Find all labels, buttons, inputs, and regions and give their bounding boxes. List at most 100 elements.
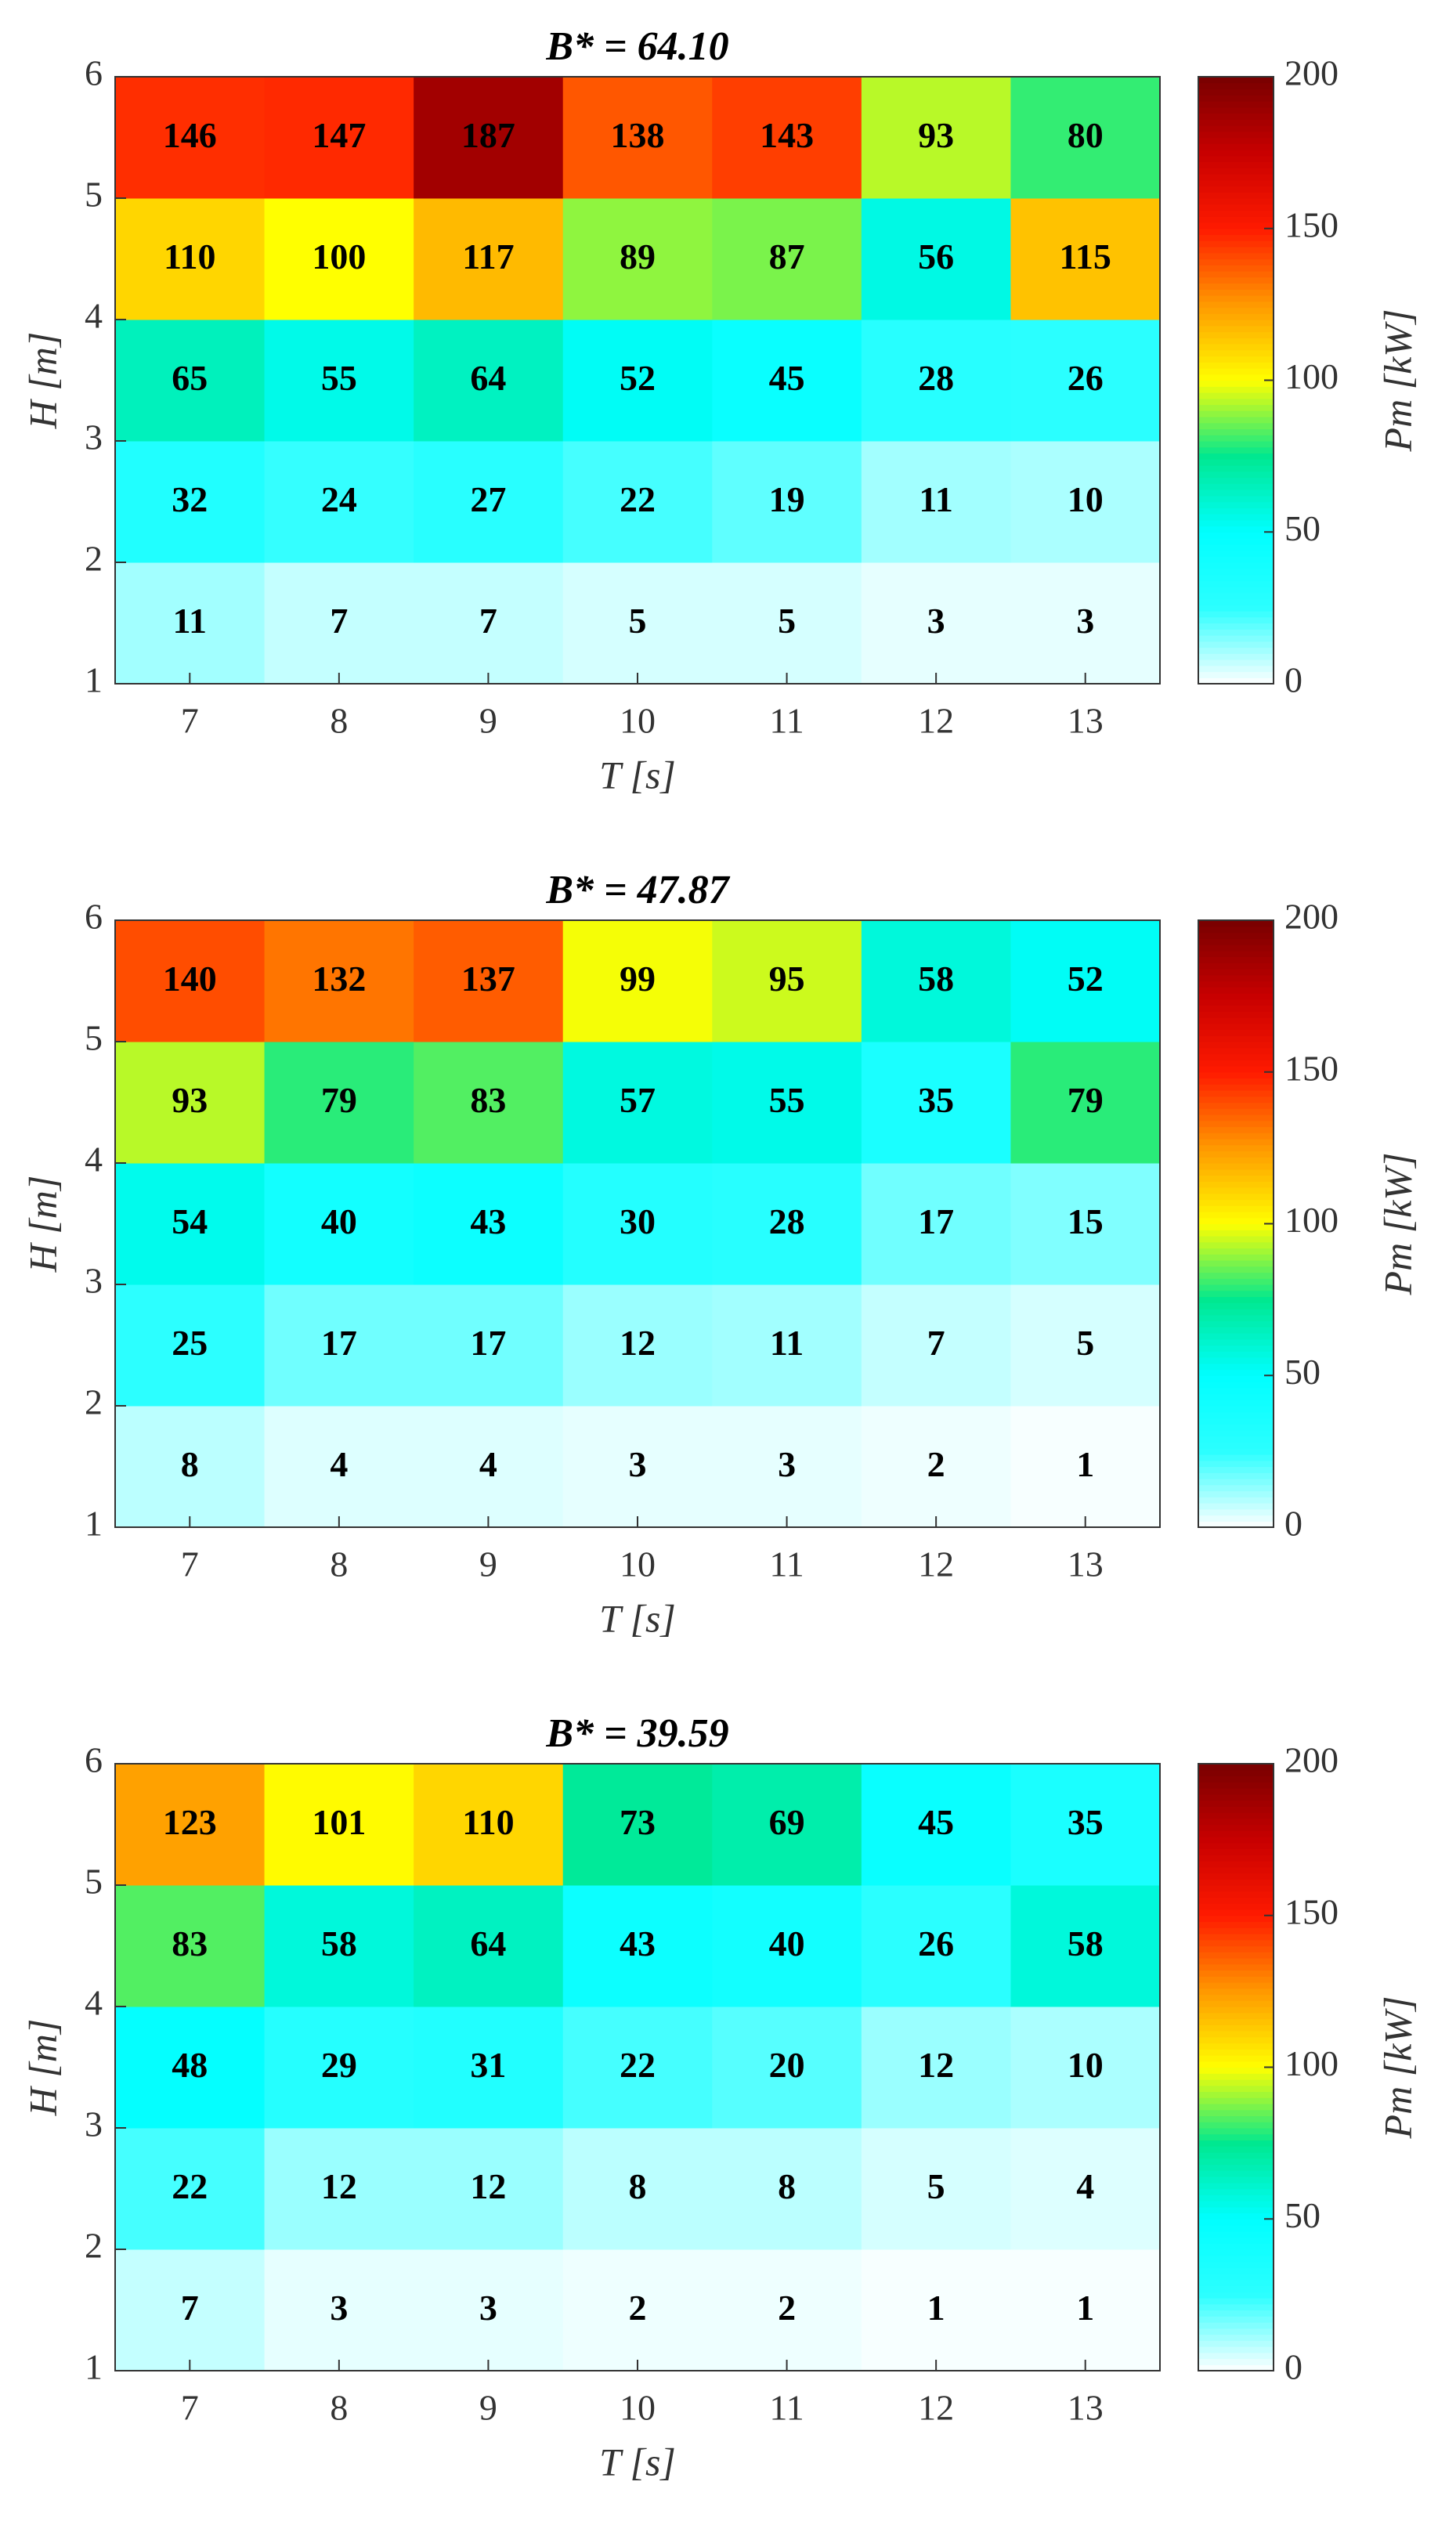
colorbar-swatch bbox=[1198, 2352, 1274, 2360]
y-tick-label: 6 bbox=[85, 1740, 103, 1780]
colorbar-swatch bbox=[1198, 2219, 1274, 2226]
colorbar-swatch bbox=[1198, 161, 1274, 168]
colorbar-swatch bbox=[1198, 950, 1274, 958]
colorbar-swatch bbox=[1198, 404, 1274, 411]
x-tick-label: 7 bbox=[181, 1544, 199, 1584]
cell-label: 40 bbox=[321, 1201, 357, 1241]
heatmap-cell bbox=[1010, 441, 1161, 563]
colorbar-swatch bbox=[1198, 1915, 1274, 1923]
colorbar-tick-label: 150 bbox=[1284, 1891, 1339, 1931]
colorbar-swatch bbox=[1198, 1958, 1274, 1965]
y-tick-label: 1 bbox=[85, 1504, 103, 1544]
colorbar-swatch bbox=[1198, 1842, 1274, 1850]
colorbar-swatch bbox=[1198, 1866, 1274, 1874]
colorbar-swatch bbox=[1198, 1885, 1274, 1892]
cell-label: 4 bbox=[330, 1444, 348, 1484]
cell-label: 3 bbox=[927, 601, 945, 641]
y-tick-label: 4 bbox=[85, 1140, 103, 1179]
cell-label: 4 bbox=[479, 1444, 497, 1484]
colorbar-swatch bbox=[1198, 1927, 1274, 1934]
heatmap-cell bbox=[861, 920, 1011, 1042]
x-tick-label: 13 bbox=[1068, 701, 1104, 741]
colorbar-tick-label: 100 bbox=[1284, 2043, 1339, 2083]
heatmap-cell bbox=[712, 920, 862, 1042]
cell-label: 123 bbox=[163, 1802, 217, 1842]
colorbar-swatch bbox=[1198, 1035, 1274, 1042]
x-tick-label: 7 bbox=[181, 2388, 199, 2428]
colorbar-tick-label: 0 bbox=[1284, 660, 1302, 700]
colorbar-swatch bbox=[1198, 2298, 1274, 2305]
colorbar-swatch bbox=[1198, 2340, 1274, 2347]
colorbar-swatch bbox=[1198, 641, 1274, 648]
cell-label: 93 bbox=[918, 115, 954, 155]
colorbar-swatch bbox=[1198, 1436, 1274, 1443]
colorbar-swatch bbox=[1198, 920, 1274, 927]
colorbar-swatch bbox=[1198, 1454, 1274, 1461]
colorbar-swatch bbox=[1198, 1108, 1274, 1115]
colorbar-swatch bbox=[1198, 1193, 1274, 1201]
colorbar-swatch bbox=[1198, 222, 1274, 229]
cell-label: 64 bbox=[470, 358, 506, 398]
colorbar-swatch bbox=[1198, 1169, 1274, 1176]
cell-label: 147 bbox=[312, 115, 366, 155]
heatmap-cell bbox=[414, 1764, 564, 1886]
cell-label: 48 bbox=[172, 2045, 208, 2085]
cell-label: 5 bbox=[629, 601, 647, 641]
cell-label: 11 bbox=[919, 479, 952, 519]
cell-label: 3 bbox=[479, 2288, 497, 2328]
colorbar-swatch bbox=[1198, 1479, 1274, 1486]
colorbar-swatch bbox=[1198, 677, 1274, 685]
cell-label: 35 bbox=[918, 1080, 954, 1120]
x-tick-label: 10 bbox=[620, 1544, 656, 1584]
heatmap-cell bbox=[562, 1885, 713, 2007]
x-tick-label: 8 bbox=[330, 1544, 348, 1584]
colorbar-swatch bbox=[1198, 271, 1274, 278]
cell-label: 5 bbox=[778, 601, 796, 641]
heatmap-cell bbox=[414, 77, 564, 199]
cell-label: 187 bbox=[461, 115, 515, 155]
cell-label: 54 bbox=[172, 1201, 208, 1241]
cell-label: 32 bbox=[172, 479, 208, 519]
colorbar-swatch bbox=[1198, 2194, 1274, 2202]
colorbar-swatch bbox=[1198, 283, 1274, 290]
colorbar-swatch bbox=[1198, 2188, 1274, 2195]
colorbar-swatch bbox=[1198, 125, 1274, 132]
colorbar-swatch bbox=[1198, 435, 1274, 442]
heatmap-cell bbox=[264, 1163, 414, 1285]
cell-label: 12 bbox=[620, 1323, 656, 1363]
colorbar-swatch bbox=[1198, 168, 1274, 175]
cell-label: 22 bbox=[620, 2045, 656, 2085]
cell-label: 31 bbox=[470, 2045, 506, 2085]
colorbar-swatch bbox=[1198, 465, 1274, 472]
colorbar-swatch bbox=[1198, 1448, 1274, 1455]
colorbar-swatch bbox=[1198, 1126, 1274, 1133]
colorbar-swatch bbox=[1198, 2249, 1274, 2256]
colorbar-swatch bbox=[1198, 252, 1274, 260]
heatmap-cell bbox=[562, 2249, 713, 2371]
heatmap-cell bbox=[264, 2249, 414, 2371]
colorbar-tick-label: 200 bbox=[1284, 897, 1339, 937]
colorbar-swatch bbox=[1198, 428, 1274, 435]
colorbar-swatch bbox=[1198, 392, 1274, 399]
heatmap-cell bbox=[1010, 1042, 1161, 1164]
heatmap-cell bbox=[1010, 1284, 1161, 1407]
colorbar-swatch bbox=[1198, 629, 1274, 636]
colorbar-swatch bbox=[1198, 1357, 1274, 1364]
colorbar-swatch bbox=[1198, 1084, 1274, 1091]
heatmap-cell bbox=[861, 77, 1011, 199]
heatmap-cell bbox=[562, 2128, 713, 2250]
colorbar-swatch bbox=[1198, 2346, 1274, 2353]
cell-label: 140 bbox=[163, 959, 217, 999]
colorbar-swatch bbox=[1198, 2031, 1274, 2038]
colorbar-swatch bbox=[1198, 1309, 1274, 1316]
cell-label: 1 bbox=[1076, 2288, 1094, 2328]
heatmap-cell bbox=[562, 1042, 713, 1164]
colorbar-swatch bbox=[1198, 1855, 1274, 1862]
colorbar-swatch bbox=[1198, 398, 1274, 406]
colorbar-swatch bbox=[1198, 1144, 1274, 1152]
colorbar-swatch bbox=[1198, 665, 1274, 673]
colorbar-swatch bbox=[1198, 356, 1274, 363]
colorbar-swatch bbox=[1198, 1521, 1274, 1528]
heatmap-cell bbox=[264, 920, 414, 1042]
colorbar-swatch bbox=[1198, 1382, 1274, 1389]
